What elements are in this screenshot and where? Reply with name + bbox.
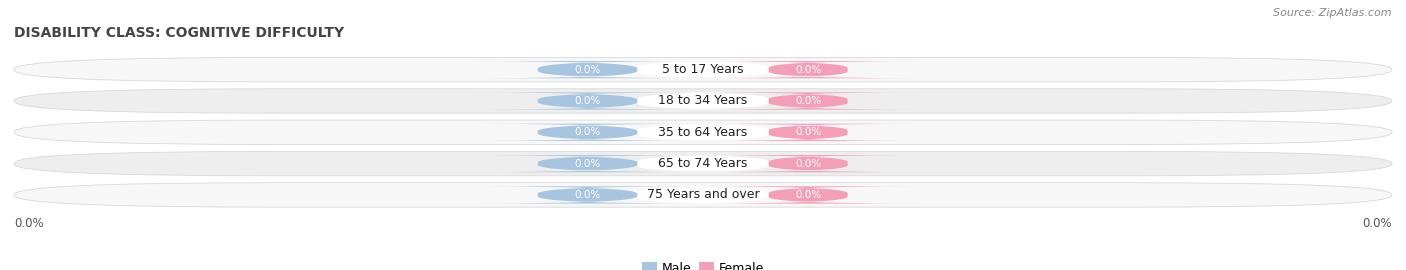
FancyBboxPatch shape <box>631 92 775 110</box>
Text: 0.0%: 0.0% <box>794 96 821 106</box>
FancyBboxPatch shape <box>472 186 703 204</box>
Text: 5 to 17 Years: 5 to 17 Years <box>662 63 744 76</box>
FancyBboxPatch shape <box>14 120 1392 144</box>
FancyBboxPatch shape <box>472 61 703 78</box>
Text: 0.0%: 0.0% <box>575 158 600 169</box>
Text: 65 to 74 Years: 65 to 74 Years <box>658 157 748 170</box>
FancyBboxPatch shape <box>631 124 775 141</box>
FancyBboxPatch shape <box>631 61 775 78</box>
Text: DISABILITY CLASS: COGNITIVE DIFFICULTY: DISABILITY CLASS: COGNITIVE DIFFICULTY <box>14 26 344 40</box>
Text: 0.0%: 0.0% <box>575 65 600 75</box>
Text: Source: ZipAtlas.com: Source: ZipAtlas.com <box>1274 8 1392 18</box>
Text: 35 to 64 Years: 35 to 64 Years <box>658 126 748 139</box>
FancyBboxPatch shape <box>696 92 920 110</box>
Text: 0.0%: 0.0% <box>575 96 600 106</box>
FancyBboxPatch shape <box>696 186 920 204</box>
Text: 0.0%: 0.0% <box>14 218 44 231</box>
FancyBboxPatch shape <box>14 89 1392 113</box>
FancyBboxPatch shape <box>631 186 775 204</box>
Text: 0.0%: 0.0% <box>1362 218 1392 231</box>
FancyBboxPatch shape <box>472 92 703 110</box>
FancyBboxPatch shape <box>696 155 920 172</box>
FancyBboxPatch shape <box>14 58 1392 82</box>
Text: 18 to 34 Years: 18 to 34 Years <box>658 94 748 107</box>
FancyBboxPatch shape <box>14 151 1392 176</box>
FancyBboxPatch shape <box>696 124 920 141</box>
Text: 0.0%: 0.0% <box>794 158 821 169</box>
FancyBboxPatch shape <box>696 61 920 78</box>
Text: 0.0%: 0.0% <box>575 127 600 137</box>
FancyBboxPatch shape <box>472 155 703 172</box>
Text: 0.0%: 0.0% <box>794 190 821 200</box>
Text: 0.0%: 0.0% <box>794 65 821 75</box>
Legend: Male, Female: Male, Female <box>637 256 769 270</box>
FancyBboxPatch shape <box>14 183 1392 207</box>
FancyBboxPatch shape <box>472 124 703 141</box>
Text: 0.0%: 0.0% <box>794 127 821 137</box>
Text: 0.0%: 0.0% <box>575 190 600 200</box>
Text: 75 Years and over: 75 Years and over <box>647 188 759 201</box>
FancyBboxPatch shape <box>631 155 775 172</box>
